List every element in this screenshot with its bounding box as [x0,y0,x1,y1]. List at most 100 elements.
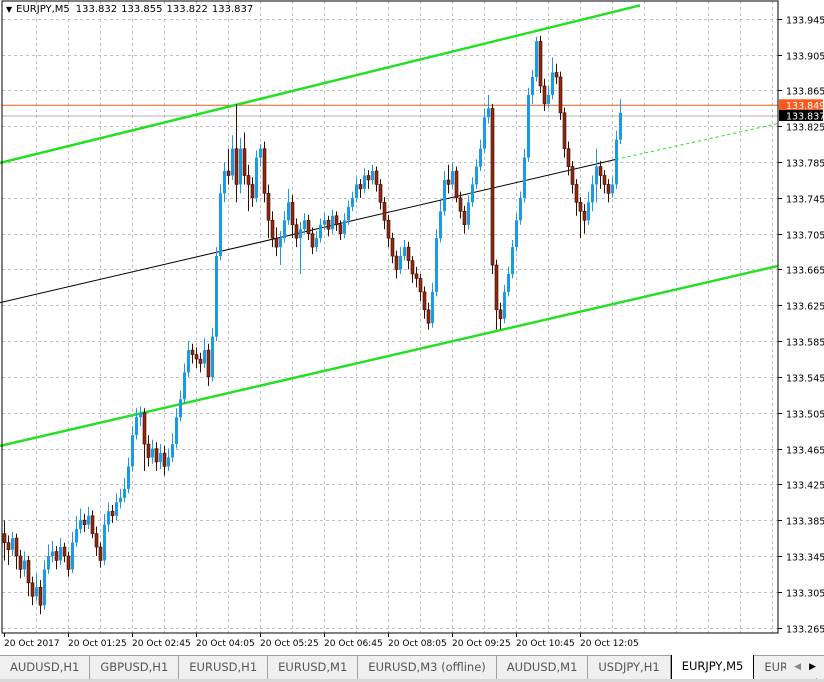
bull-candle [211,336,214,377]
bull-candle [615,139,618,185]
high-value: 133.855 [121,4,163,15]
bear-candle [290,202,295,226]
price-chart[interactable]: 133.945 133.905 133.865 133.825 133.785 133.7… [0,0,824,655]
bear-candle [446,179,451,185]
bull-candle [215,256,218,337]
bear-candle [602,175,607,185]
bull-candle [487,108,490,118]
time-axis[interactable]: 20 Oct 2017 20 Oct 01:25 20 Oct 02:45 20 Oc… [4,633,639,649]
time-tick-label: 20 Oct 04:05 [196,639,255,649]
scroll-right-icon[interactable]: ▶ [809,662,816,672]
bull-candle [123,488,126,498]
time-tick-label: 20 Oct 01:25 [68,639,127,649]
bull-candle [611,184,614,194]
bear-candle [422,291,427,311]
bull-candle [71,542,74,570]
bull-candle [35,587,38,597]
bear-candle [146,443,151,458]
bull-candle [523,157,526,198]
triangle-down-icon[interactable]: ▼ [6,5,13,14]
bull-candle [303,220,306,230]
bear-candle [394,255,399,270]
bull-candle [175,417,178,445]
bull-candle [119,497,122,503]
bear-candle [90,515,95,534]
bull-candle [127,466,130,489]
bear-candle [38,587,43,606]
tab-eurjpy-m5[interactable]: EURJPY,M5 [670,655,755,681]
bear-candle [374,170,379,185]
bear-candle [390,237,395,257]
price-tick-label: 133.425 [786,481,824,492]
bear-candle [262,148,267,194]
bull-candle [515,220,518,248]
bear-candle [162,452,167,467]
bear-candle [270,219,275,239]
price-tick-label: 133.265 [786,625,824,636]
bull-candle [151,448,154,458]
bull-candle [443,179,446,212]
tab-audusd-h1[interactable]: AUDUSD,H1 [0,656,91,679]
bull-candle [171,444,174,458]
bull-candle [223,171,226,194]
price-tick-label: 133.665 [786,266,824,277]
bull-candle [507,273,510,292]
bull-candle [331,215,334,230]
bull-candle [79,520,82,530]
bull-candle [11,538,14,550]
bear-candle [242,148,247,176]
bear-candle [326,219,331,230]
bear-candle [18,555,23,570]
bull-candle [255,157,258,198]
bull-candle [371,171,374,180]
price-tick-label: 133.505 [786,410,824,421]
bull-candle [259,148,262,158]
tab-eurusd-m3-offline[interactable]: EURUSD,M3 (offline) [358,656,497,679]
bear-candle [306,219,311,234]
bear-candle [410,260,415,275]
price-axis[interactable]: 133.945 133.905 133.865 133.825 133.785 133.7… [778,16,824,636]
bear-candle [406,246,411,261]
bull-candle [115,502,118,516]
bear-candle [494,264,499,311]
tab-eurusd-h1[interactable]: EURUSD,H1 [179,656,269,679]
bull-candle [467,202,470,225]
bull-candle [287,202,290,221]
bear-candle [62,546,67,557]
bear-candle [94,533,99,548]
time-tick-label: 20 Oct 09:25 [452,639,511,649]
bull-candle [135,417,138,436]
bull-candle [47,556,50,570]
bear-candle [194,354,199,360]
bull-candle [159,453,162,462]
bull-candle [43,569,46,606]
bull-candle [619,112,622,140]
bull-candle [315,238,318,248]
bear-candle [54,551,59,561]
bear-candle [334,215,339,226]
time-tick-label: 20 Oct 2017 [4,639,60,649]
bear-candle [2,533,7,543]
current-price-label: 133.837 [786,111,824,122]
bear-candle [310,233,315,248]
bull-candle [75,529,78,543]
tab-audusd-m1[interactable]: AUDUSD,M1 [497,656,589,679]
bull-candle [299,229,302,239]
bear-candle [30,582,35,597]
bull-candle [23,560,26,570]
tab-gbpusd-h1[interactable]: GBPUSD,H1 [90,656,180,679]
status-strip [0,679,824,682]
bull-candle [347,206,350,221]
bull-candle [431,291,434,324]
bear-candle [82,519,87,525]
bear-candle [250,184,255,199]
bull-candle [519,197,522,221]
bull-candle [535,41,538,77]
bear-candle [606,184,611,194]
tab-eurusd-m1[interactable]: EURUSD,M1 [268,656,359,679]
bull-candle [283,220,286,239]
tab-usdjpy-h1[interactable]: USDJPY,H1 [588,656,671,679]
scroll-left-icon[interactable]: ◀ [794,662,802,672]
bull-candle [475,166,478,185]
price-tick-label: 133.865 [786,87,824,98]
